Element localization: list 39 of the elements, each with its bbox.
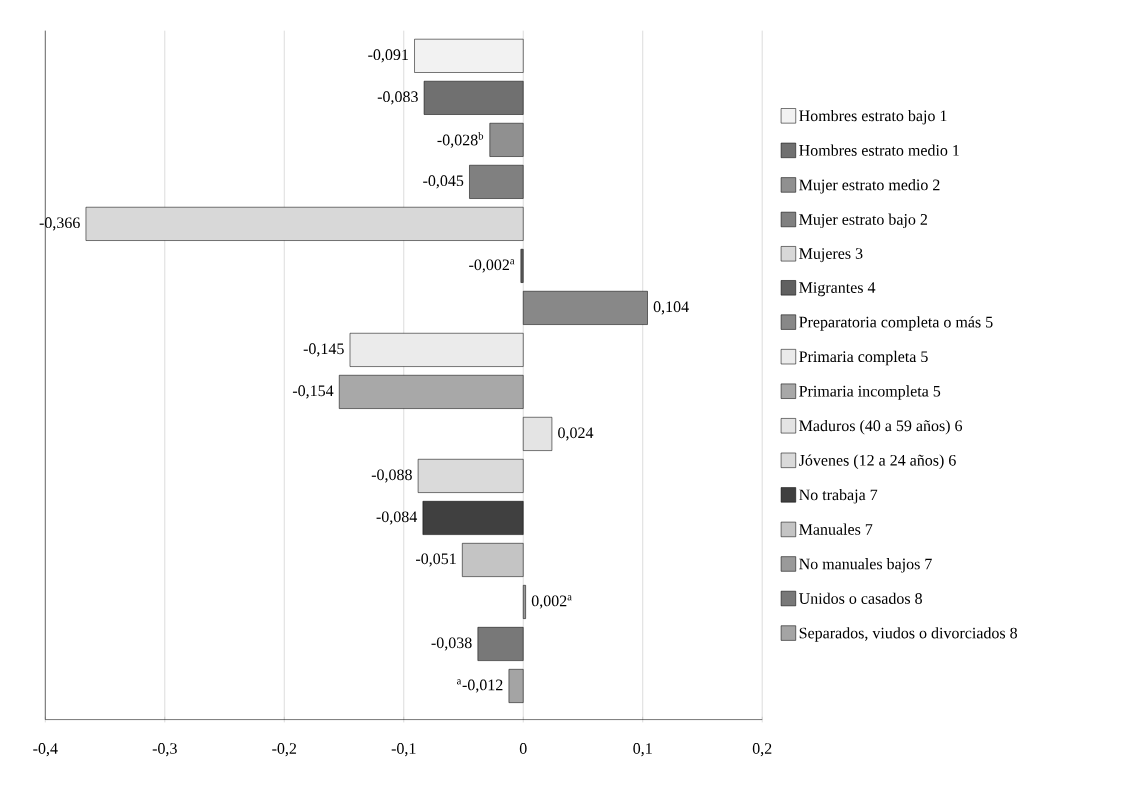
data-label: -0,083 <box>377 91 418 105</box>
data-label: $^{a}$-0,012 <box>456 679 503 693</box>
x-tick-label: 0 <box>519 743 527 754</box>
data-label: -0,051 <box>415 553 456 567</box>
legend-label: Mujer estrato bajo 2 <box>799 213 928 229</box>
data-label: -0,154 <box>292 385 334 399</box>
legend-label: Migrantes 4 <box>799 282 876 297</box>
data-label: 0,002$^{a}$ <box>531 595 572 609</box>
data-label: -0,045 <box>423 175 464 189</box>
legend-label: Primaria completa 5 <box>799 350 928 366</box>
legend-label: Mujeres 3 <box>799 248 863 263</box>
data-label: 0,024 <box>558 427 594 441</box>
x-tick-label: -0,4 <box>33 743 58 757</box>
legend-label: No trabaja 7 <box>799 489 878 504</box>
legend-label: Maduros (40 a 59 años) 6 <box>799 419 963 435</box>
x-tick-label: 0,1 <box>633 743 652 757</box>
legend-label: No manuales bajos 7 <box>799 558 932 573</box>
legend-label: Unidos o casados 8 <box>799 592 922 604</box>
data-label: -0,028$^{b}$ <box>437 132 484 148</box>
data-label: -0,091 <box>368 49 408 63</box>
x-tick-label: -0,1 <box>391 743 416 757</box>
legend-label: Primaria incompleta 5 <box>799 385 941 400</box>
legend-label: Hombres estrato bajo 1 <box>799 110 947 125</box>
data-label: -0,084 <box>376 511 418 525</box>
legend-label: Jóvenes (12 a 24 años) 6 <box>799 454 956 470</box>
legend-label: Separados, viudos o divorciados 8 <box>799 627 1018 642</box>
data-label: -0,002$^{a}$ <box>469 259 515 273</box>
x-tick-label: -0,3 <box>152 743 177 757</box>
legend-label: Preparatoria completa o más 5 <box>799 316 993 331</box>
legend-label: Mujer estrato medio 2 <box>799 179 940 194</box>
data-label: -0,366 <box>39 217 80 231</box>
data-label: 0,104 <box>653 301 689 315</box>
data-label: -0,145 <box>303 343 344 357</box>
data-label: -0,038 <box>431 637 472 651</box>
legend-label: Manuales 7 <box>799 523 873 535</box>
x-tick-label: 0,2 <box>752 743 772 757</box>
data-label: -0,088 <box>371 469 412 483</box>
legend-label: Hombres estrato medio 1 <box>799 144 959 156</box>
x-tick-label: -0,2 <box>272 743 297 757</box>
